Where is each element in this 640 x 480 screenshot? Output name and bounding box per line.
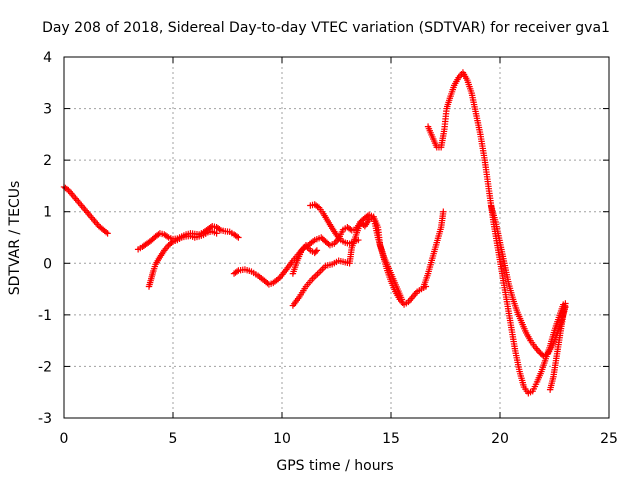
y-tick-label: 4 [43, 50, 52, 66]
y-tick-label: 3 [43, 102, 52, 118]
data-point [440, 208, 447, 215]
data-point [398, 296, 406, 303]
data-point [163, 233, 171, 240]
plot-frame [63, 56, 610, 419]
data-point [102, 228, 110, 236]
data-point [319, 235, 326, 243]
data-point [536, 348, 543, 356]
y-tick-label: -3 [38, 411, 52, 427]
data-point [312, 272, 319, 279]
data-point [235, 234, 242, 241]
axis-ticks [63, 56, 610, 419]
data-point [148, 237, 155, 244]
data-point [168, 239, 175, 247]
y-tick-label: 1 [43, 205, 52, 221]
data-point [537, 350, 544, 357]
x-tick-label: 20 [491, 431, 509, 447]
data-point [63, 185, 71, 193]
x-tick-labels: 0 5 10 15 20 25 [60, 431, 618, 447]
x-tick-label: 10 [273, 431, 291, 447]
data-point [355, 236, 362, 244]
data-point [233, 233, 241, 240]
data-point [314, 270, 321, 278]
data-point [213, 230, 220, 237]
x-tick-label: 0 [60, 431, 69, 447]
data-point [216, 226, 223, 233]
data-point [312, 248, 319, 255]
chart-title: Day 208 of 2018, Sidereal Day-to-day VTE… [42, 20, 610, 36]
data-point [318, 234, 325, 241]
x-axis-label: GPS time / hours [276, 458, 393, 474]
data-point [149, 236, 156, 243]
y-axis-label: SDTVAR / TECUs [7, 181, 23, 296]
data-point [310, 274, 318, 281]
data-point [233, 268, 241, 275]
grid-lines [64, 57, 609, 418]
x-tick-label: 15 [382, 431, 400, 447]
data-point [358, 220, 366, 227]
y-tick-label: -2 [38, 359, 52, 375]
y-tick-labels: -3 -2 -1 0 1 2 3 4 [38, 50, 52, 427]
y-tick-label: -1 [38, 308, 52, 324]
x-tick-label: 25 [600, 431, 618, 447]
data-point [104, 230, 111, 237]
y-tick-label: 2 [43, 153, 52, 169]
y-tick-label: 0 [43, 256, 52, 272]
data-point [562, 300, 569, 307]
x-tick-label: 5 [169, 431, 178, 447]
data-point [314, 203, 321, 210]
data-point [357, 218, 364, 226]
data-points [60, 69, 569, 397]
data-point [313, 247, 321, 254]
